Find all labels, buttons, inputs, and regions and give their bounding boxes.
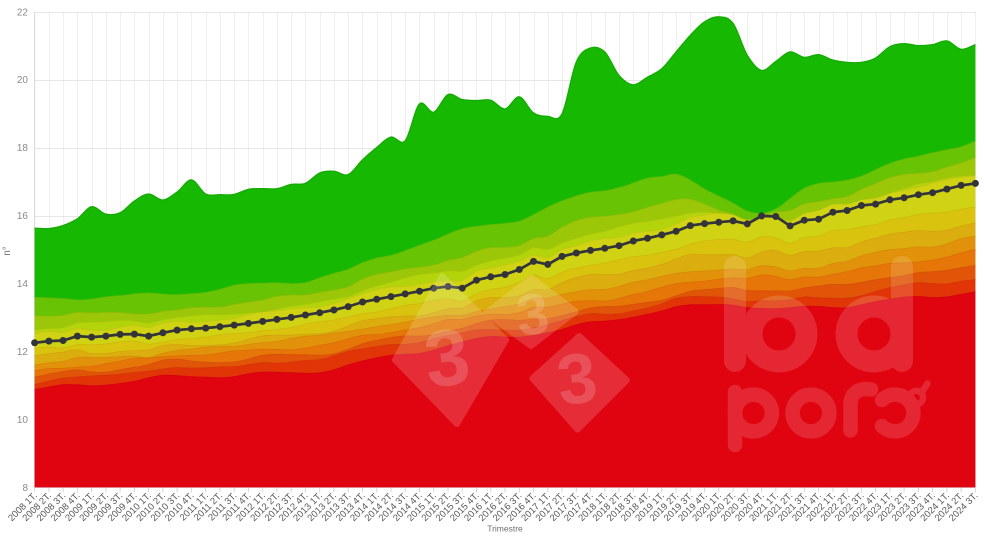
svg-text:10: 10 (17, 415, 29, 426)
svg-text:3: 3 (513, 280, 553, 348)
svg-text:3: 3 (553, 338, 602, 421)
svg-text:3: 3 (420, 311, 475, 405)
svg-text:22: 22 (17, 7, 29, 18)
svg-text:16: 16 (17, 211, 29, 222)
svg-text:18: 18 (17, 143, 29, 154)
svg-text:8: 8 (22, 483, 28, 494)
svg-text:n°: n° (2, 246, 13, 256)
svg-text:12: 12 (17, 347, 29, 358)
svg-text:14: 14 (17, 279, 29, 290)
svg-text:Trimestre: Trimestre (487, 524, 523, 534)
svg-text:20: 20 (17, 75, 29, 86)
